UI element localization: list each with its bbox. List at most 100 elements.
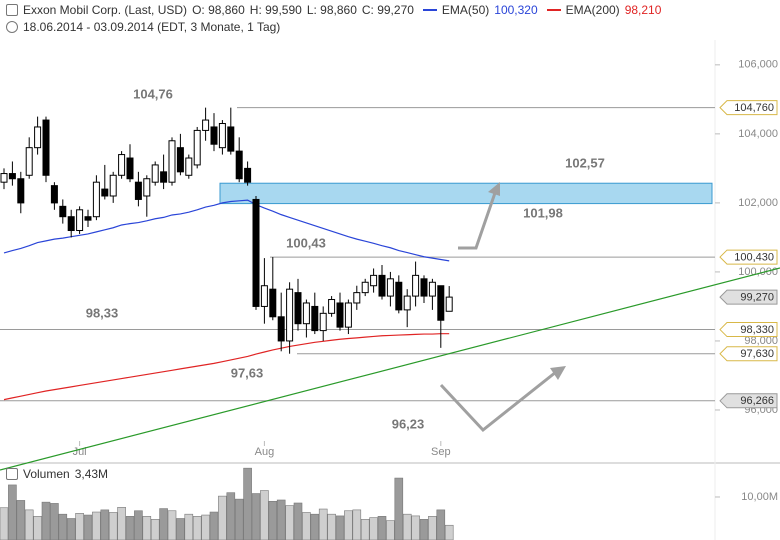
y-tick-label: 104,000 [738, 128, 778, 140]
price-tag [719, 346, 778, 362]
annotation: 100,43 [286, 235, 326, 250]
volume-bar [83, 514, 93, 540]
arrows [439, 182, 566, 433]
legend-value: 98,210 [624, 3, 662, 17]
range-row: 18.06.2014 - 03.09.2014 (EDT, 3 Monate, … [0, 20, 280, 34]
candle-body [269, 288, 277, 318]
volume-bar [100, 509, 110, 540]
volume-bar [226, 492, 236, 540]
arrow-up [458, 189, 498, 250]
candle-body [328, 299, 336, 314]
main-layer [0, 107, 454, 540]
volume-bar [335, 515, 345, 540]
candle-body [437, 285, 445, 321]
candle-body [76, 209, 84, 232]
candle-body [42, 119, 50, 176]
candle-body [445, 296, 453, 312]
volume-bar [66, 518, 76, 540]
candle-body [50, 185, 58, 204]
volume-bar [201, 514, 210, 540]
candle-body [92, 181, 100, 218]
candle-body [67, 216, 75, 232]
trend-line [0, 267, 780, 471]
candle-body [193, 129, 201, 166]
volume-bar [360, 519, 370, 540]
volume-bar [167, 510, 177, 540]
legend-value: 100,320 [494, 3, 538, 17]
background-layer: 96,00098,000100,000102,000104,000106,000… [0, 59, 778, 503]
candle-body [260, 285, 268, 307]
price-tag [719, 289, 778, 305]
candle-body [344, 302, 352, 328]
candle-body [302, 302, 310, 325]
price-tag-label: 96,266 [740, 395, 774, 407]
annotation: 98,33 [86, 305, 119, 320]
volume-bar [285, 505, 294, 540]
volume-bar [310, 513, 320, 540]
y-tick-label: 106,000 [738, 59, 778, 71]
candle-body [378, 274, 386, 297]
volume-bar [192, 516, 202, 540]
candle-body [218, 123, 226, 149]
price-tag-label: 97,630 [740, 348, 774, 360]
candle-body [311, 305, 319, 332]
volume-legend: Volumen 3,43M [0, 467, 108, 481]
candle-body [84, 216, 92, 221]
volume-bar [411, 515, 420, 540]
candle-body [118, 154, 126, 176]
volume-bar [302, 512, 311, 540]
candle-body [8, 173, 16, 180]
annotation: 97,63 [231, 365, 264, 380]
legend-swatch [546, 9, 561, 11]
legend-name: EMA(200) [565, 3, 620, 17]
volume-bar [209, 511, 219, 540]
candle-body [353, 292, 361, 304]
x-tick-label: Sep [431, 446, 451, 458]
price-tag-label: 99,270 [740, 292, 774, 304]
candle-body [143, 178, 151, 197]
volume-bar [436, 509, 446, 540]
volume-bar [243, 467, 252, 540]
volume-bar [117, 507, 126, 540]
volume-bar [234, 498, 244, 540]
candle-body [277, 316, 285, 342]
arrow-head [488, 182, 500, 196]
volume-bar [125, 516, 135, 540]
price-tag [719, 322, 778, 338]
front-layer: 104,76 102,57 101,98 100,43 98,33 97,63 96,23 1… [86, 86, 778, 431]
candle-body [227, 126, 235, 152]
candle-body [319, 312, 327, 332]
volume-bar [142, 516, 152, 540]
volume-bar [92, 511, 101, 540]
date-range: 18.06.2014 - 03.09.2014 (EDT, 3 Monate, … [23, 20, 281, 34]
volume-bar [251, 493, 261, 540]
volume-bar [377, 516, 387, 540]
volume-tick-label: 10,00M [741, 491, 778, 503]
candle-body [395, 281, 403, 311]
candle-body [336, 302, 344, 328]
volume-bar [41, 501, 51, 540]
price-tag-label: 104,760 [734, 102, 774, 114]
candle-body [59, 205, 67, 218]
annotation: 104,76 [133, 86, 173, 101]
candle-body [294, 292, 302, 325]
candle-body [34, 126, 42, 149]
x-tick-label: Aug [255, 446, 275, 458]
volume-bar [16, 500, 26, 540]
annotation: 96,23 [392, 416, 425, 431]
candle-body [134, 181, 142, 200]
volume-bar [318, 508, 328, 540]
volume-bar [75, 513, 84, 540]
y-tick-label: 98,000 [744, 335, 778, 347]
ohlc: L: 98,860 [306, 3, 357, 17]
y-tick-label: 102,000 [738, 197, 778, 209]
candle-body [17, 178, 25, 204]
volume-bar [293, 502, 303, 540]
legend-name: EMA(50) [441, 3, 490, 17]
arrow-head [550, 366, 566, 380]
candle-body [252, 198, 260, 307]
instrument: Exxon Mobil Corp. (Last, USD) [23, 3, 188, 17]
candle-body [25, 147, 33, 176]
